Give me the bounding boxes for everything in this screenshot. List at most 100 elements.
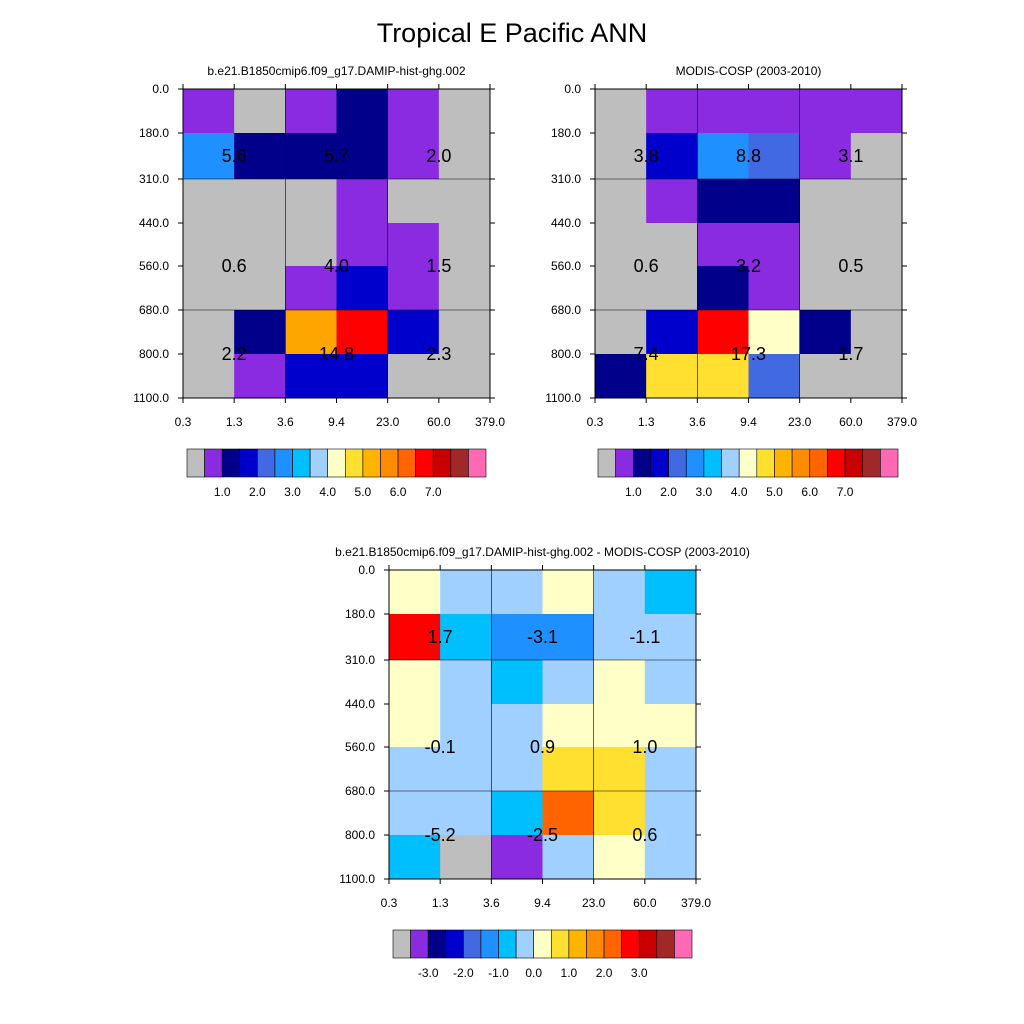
colorbar-box bbox=[410, 929, 429, 959]
heatmap-cell bbox=[387, 179, 440, 224]
heatmap-cell bbox=[799, 309, 852, 355]
heatmap-cell bbox=[799, 133, 852, 180]
colorbar-label: 2.0 bbox=[660, 485, 677, 499]
cell-value-label: -2.5 bbox=[527, 825, 558, 845]
y-tick-label: 310.0 bbox=[345, 653, 375, 667]
heatmap-cell bbox=[336, 133, 389, 180]
heatmap-cell bbox=[389, 746, 441, 792]
heatmap-cell bbox=[491, 746, 543, 792]
colorbar-box bbox=[221, 448, 241, 478]
heatmap-cell bbox=[748, 309, 801, 355]
colorbar-box bbox=[239, 448, 258, 478]
colorbar-label: 0.0 bbox=[525, 966, 542, 980]
heatmap-cell bbox=[234, 265, 286, 311]
x-tick-label: 60.0 bbox=[839, 415, 863, 429]
heatmap-cell bbox=[438, 179, 491, 224]
y-tick-label: 680.0 bbox=[345, 784, 375, 798]
x-tick-label: 379.0 bbox=[475, 415, 505, 429]
y-tick-label: 800.0 bbox=[139, 347, 169, 361]
cell-value-label: -3.1 bbox=[527, 627, 558, 647]
heatmap-cell bbox=[850, 265, 903, 311]
colorbar-box bbox=[427, 929, 447, 959]
heatmap-cell bbox=[491, 790, 543, 836]
colorbar: 1.0 2.0 3.0 4.0 5.0 6.0 7.0 bbox=[597, 448, 899, 499]
cell-value-label: 4.0 bbox=[324, 256, 349, 276]
cell-value-label: 5.7 bbox=[324, 146, 349, 166]
heatmap-cell bbox=[183, 133, 235, 180]
heatmap-cell bbox=[438, 223, 491, 267]
colorbar-label: 7.0 bbox=[425, 485, 442, 499]
colorbar-box bbox=[327, 448, 346, 478]
colorbar-box bbox=[292, 448, 311, 478]
heatmap-cell bbox=[646, 223, 698, 267]
y-tick-label: 440.0 bbox=[551, 216, 581, 230]
cell-value-label: 3.2 bbox=[736, 256, 761, 276]
heatmap-cell bbox=[183, 89, 235, 134]
heatmap-cell bbox=[387, 309, 440, 355]
heatmap-cell bbox=[646, 353, 698, 399]
colorbar-label: -3.0 bbox=[418, 966, 439, 980]
heatmap-cell bbox=[336, 179, 389, 224]
colorbar-box bbox=[827, 448, 846, 478]
heatmap-cell bbox=[799, 223, 852, 267]
heatmap-cell bbox=[285, 133, 337, 180]
cell-value-label: 17.3 bbox=[731, 344, 766, 364]
cell-value-label: -5.2 bbox=[425, 825, 456, 845]
colorbar-box bbox=[862, 448, 881, 478]
heatmap-cell bbox=[491, 704, 543, 748]
colorbar-box bbox=[756, 448, 775, 478]
cell-value-label: 14.8 bbox=[319, 344, 354, 364]
colorbar-box bbox=[468, 448, 487, 478]
x-tick-label: 3.6 bbox=[689, 415, 706, 429]
heatmap-cell bbox=[646, 309, 698, 355]
x-tick-label: 0.3 bbox=[381, 896, 398, 910]
x-tick-label: 0.3 bbox=[175, 415, 192, 429]
heatmap-cell bbox=[646, 265, 698, 311]
colorbar-box bbox=[650, 448, 669, 478]
heatmap-cell bbox=[440, 614, 492, 661]
heatmap-cell bbox=[387, 353, 440, 399]
heatmap-cell bbox=[285, 89, 337, 134]
heatmap-panel-1: b.e21.B1850cmip6.f09_g17.DAMIP-hist-ghg.… bbox=[133, 64, 505, 499]
colorbar-label: 6.0 bbox=[801, 485, 818, 499]
heatmap-cell bbox=[234, 179, 286, 224]
heatmap-cell bbox=[183, 223, 235, 267]
heatmap-cell bbox=[491, 834, 543, 880]
cell-value-label: 1.5 bbox=[426, 256, 451, 276]
heatmap-cell bbox=[595, 265, 647, 311]
colorbar-box bbox=[186, 448, 205, 478]
x-tick-label: 9.4 bbox=[328, 415, 345, 429]
y-tick-label: 440.0 bbox=[139, 216, 169, 230]
y-tick-label: 0.0 bbox=[358, 563, 375, 577]
heatmap-cell bbox=[697, 265, 749, 311]
colorbar-box bbox=[550, 929, 570, 959]
colorbar-box bbox=[603, 929, 622, 959]
y-tick-label: 310.0 bbox=[139, 172, 169, 186]
heatmap-cell bbox=[285, 353, 337, 399]
heatmap-cell bbox=[644, 570, 697, 615]
heatmap-cell bbox=[542, 704, 595, 748]
heatmap-cell bbox=[491, 660, 543, 705]
heatmap-cell bbox=[389, 614, 441, 661]
heatmap-cell bbox=[644, 834, 697, 880]
colorbar-box bbox=[809, 448, 828, 478]
heatmap-cell bbox=[336, 223, 389, 267]
x-tick-label: 9.4 bbox=[534, 896, 551, 910]
cell-value-label: 0.9 bbox=[530, 737, 555, 757]
cell-value-label: 0.5 bbox=[838, 256, 863, 276]
cell-value-label: 3.1 bbox=[838, 146, 863, 166]
heatmap-cell bbox=[799, 353, 852, 399]
colorbar-label: 3.0 bbox=[631, 966, 648, 980]
cell-value-label: 5.6 bbox=[222, 146, 247, 166]
colorbar-label: -1.0 bbox=[488, 966, 509, 980]
cell-value-label: 8.8 bbox=[736, 146, 761, 166]
colorbar-label: 1.0 bbox=[214, 485, 231, 499]
colorbar-box bbox=[668, 448, 687, 478]
heatmap-cell bbox=[595, 223, 647, 267]
heatmap-cell bbox=[697, 223, 749, 267]
heatmap-cell bbox=[440, 660, 492, 705]
colorbar-box bbox=[674, 929, 693, 959]
colorbar-box bbox=[721, 448, 740, 478]
heatmap-cell bbox=[850, 133, 903, 180]
heatmap-cell bbox=[593, 790, 646, 836]
